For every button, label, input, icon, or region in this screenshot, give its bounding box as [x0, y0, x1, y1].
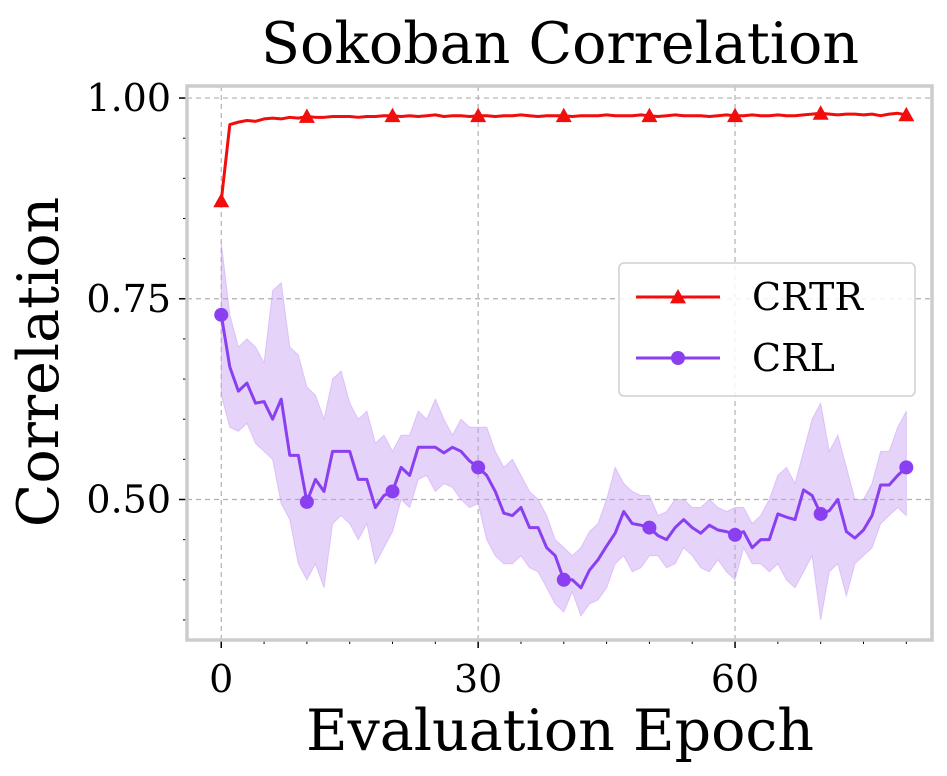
x-tick-label: 60	[711, 657, 759, 701]
plot-frame	[185, 84, 934, 642]
data-point-crtr	[898, 106, 915, 122]
x-tick-label: 30	[454, 657, 502, 701]
chart-title: Sokoban Correlation	[261, 11, 859, 77]
legend-label-crtr: CRTR	[752, 275, 864, 319]
legend-marker-crl	[671, 351, 685, 365]
data-point-crl	[813, 506, 828, 521]
data-point-crtr	[213, 192, 230, 208]
data-point-crtr	[298, 108, 315, 123]
y-tick-label: 1.00	[86, 76, 171, 120]
data-point-crl	[556, 572, 571, 587]
confidence-band-layer	[220, 242, 907, 621]
confidence-band-crl	[220, 242, 907, 621]
data-point-crl	[385, 484, 400, 499]
data-point-crl	[214, 307, 229, 322]
y-tick-label: 0.75	[86, 277, 171, 321]
data-point-crtr	[470, 107, 487, 123]
legend: CRTR CRL	[618, 262, 916, 397]
legend-label-crl: CRL	[752, 336, 835, 380]
data-point-crl	[299, 494, 314, 509]
grid-layer	[187, 86, 932, 640]
x-tick-label: 0	[209, 657, 233, 701]
data-point-crl	[471, 460, 486, 475]
data-point-crtr	[555, 107, 572, 123]
data-point-crtr	[384, 107, 401, 123]
data-point-crtr	[812, 105, 829, 120]
legend-marker-crtr	[670, 289, 686, 304]
x-axis-label: Evaluation Epoch	[306, 698, 814, 764]
data-point-crl	[642, 520, 657, 535]
tick-layer: 0 30 60 0.50 0.75 1.00	[86, 76, 907, 701]
data-point-crtr	[727, 107, 744, 123]
data-point-crl	[728, 527, 743, 542]
series-line-crtr	[219, 111, 907, 201]
y-axis-label: Correlation	[6, 197, 72, 528]
series-marker-layer	[213, 105, 915, 587]
data-point-crl	[899, 460, 914, 475]
data-point-crtr	[641, 107, 658, 123]
y-tick-label: 0.50	[86, 477, 171, 521]
